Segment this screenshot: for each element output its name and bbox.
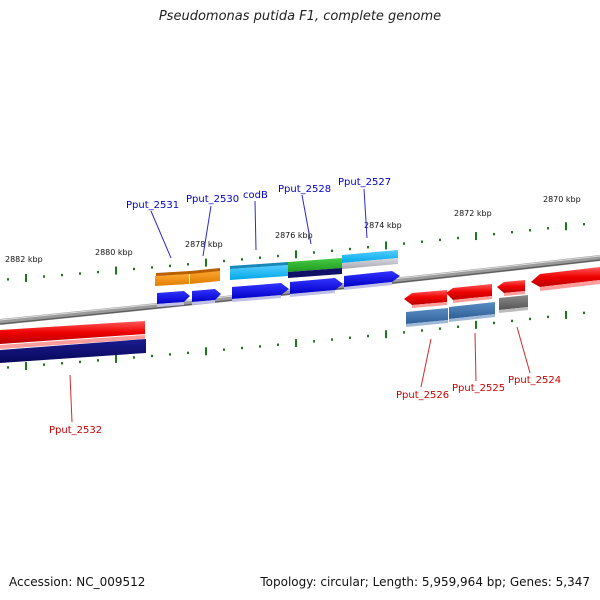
tick-label: 2874 kbp — [364, 221, 402, 230]
gene-right-edge[interactable] — [531, 267, 600, 291]
tick-label: 2876 kbp — [275, 231, 313, 240]
tick-label: 2880 kbp — [95, 248, 133, 257]
gene-pput-2527[interactable] — [342, 250, 400, 290]
gene-label-pput-2524: Pput_2524 — [508, 375, 561, 386]
tick-label: 2870 kbp — [543, 195, 581, 204]
tick-label: 2878 kbp — [185, 240, 223, 249]
tick-label: 2882 kbp — [5, 255, 43, 264]
label-leaders-reverse — [69, 326, 531, 423]
gene-pput-2531[interactable] — [155, 271, 190, 307]
accession-text: Accession: NC_009512 — [9, 575, 146, 589]
genome-summary-text: Topology: circular; Length: 5,959,964 bp… — [260, 575, 590, 589]
gene-label-pput-2527: Pput_2527 — [338, 177, 391, 188]
gene-pput-2524[interactable] — [497, 280, 528, 313]
gene-label-pput-2528: Pput_2528 — [278, 184, 331, 195]
gene-pput-2530[interactable] — [190, 268, 221, 305]
gene-label-pput-2532: Pput_2532 — [49, 425, 102, 436]
gene-label-pput-2526: Pput_2526 — [396, 390, 449, 401]
gene-pput-2528[interactable] — [288, 258, 343, 297]
gene-pput-2526[interactable] — [404, 290, 448, 327]
tick-row-lower — [7, 310, 585, 371]
gene-label-pput-2530: Pput_2530 — [186, 194, 239, 205]
map-title: Pseudomonas putida F1, complete genome — [158, 9, 442, 24]
gene-pput-2532[interactable] — [0, 321, 146, 363]
tick-row-upper — [7, 222, 585, 282]
gene-label-codb: codB — [243, 190, 268, 201]
gene-pput-2525[interactable] — [446, 284, 495, 322]
gene-label-pput-2525: Pput_2525 — [452, 383, 505, 394]
gene-codb[interactable] — [230, 262, 289, 302]
gene-label-pput-2531: Pput_2531 — [126, 200, 179, 211]
label-leaders-forward — [150, 188, 368, 259]
tick-label: 2872 kbp — [454, 209, 492, 218]
